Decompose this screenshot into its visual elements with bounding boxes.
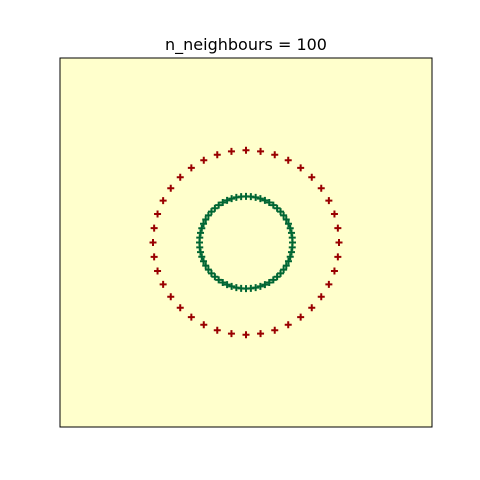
scatter-point-series-1 [207, 269, 215, 277]
scatter-point-series-0 [284, 321, 292, 329]
scatter-point-series-1 [284, 220, 292, 228]
scatter-point-series-1 [219, 278, 227, 286]
scatter-point-series-1 [280, 266, 288, 274]
scatter-point-series-1 [287, 229, 295, 237]
scatter-point-series-1 [219, 199, 227, 207]
scatter-point-series-1 [232, 193, 240, 201]
scatter-point-series-1 [211, 273, 219, 281]
scatter-point-series-1 [265, 199, 273, 207]
scatter-point-series-0 [200, 156, 208, 164]
scatter-point-series-1 [269, 276, 277, 284]
scatter-point-series-0 [176, 304, 184, 312]
scatter-point-series-1 [197, 248, 205, 256]
scatter-point-series-0 [150, 224, 158, 232]
scatter-point-series-0 [242, 146, 250, 154]
scatter-point-series-1 [265, 278, 273, 286]
scatter-point-series-1 [269, 201, 277, 209]
scatter-point-series-0 [154, 210, 162, 218]
scatter-point-series-0 [213, 151, 221, 159]
scatter-point-series-1 [256, 195, 264, 203]
scatter-point-series-0 [187, 313, 195, 321]
scatter-point-series-1 [207, 208, 215, 216]
scatter-point-series-0 [317, 293, 325, 301]
scatter-point-series-1 [198, 253, 206, 261]
scatter-point-series-0 [227, 330, 235, 338]
chart-title: n_neighbours = 100 [165, 35, 327, 55]
scatter-point-series-1 [286, 224, 294, 232]
scatter-point-series-1 [215, 276, 223, 284]
scatter-point-series-1 [215, 201, 223, 209]
scatter-point-series-0 [297, 313, 305, 321]
scatter-point-series-1 [284, 257, 292, 265]
axes-frame [59, 57, 433, 428]
scatter-point-series-1 [277, 208, 285, 216]
scatter-point-series-1 [202, 215, 210, 223]
scatter-point-series-1 [261, 196, 269, 204]
plot-area-background [60, 58, 432, 427]
scatter-point-series-0 [271, 151, 279, 159]
scatter-point-series-0 [297, 164, 305, 172]
scatter-point-series-1 [256, 282, 264, 290]
scatter-point-series-1 [280, 211, 288, 219]
scatter-point-series-0 [335, 239, 343, 246]
scatter-point-series-1 [288, 243, 296, 251]
scatter-point-series-1 [228, 282, 236, 290]
scatter-point-series-1 [204, 266, 212, 274]
scatter-point-series-0 [257, 330, 265, 338]
scatter-point-series-0 [271, 326, 279, 334]
scatter-point-series-1 [204, 211, 212, 219]
scatter-point-series-0 [200, 321, 208, 329]
scatter-point-series-0 [213, 326, 221, 334]
scatter-point-series-1 [252, 284, 260, 292]
scatter-point-series-1 [228, 195, 236, 203]
scatter-point-series-0 [325, 197, 333, 205]
scatter-point-series-1 [273, 204, 281, 212]
scatter-point-series-1 [223, 196, 231, 204]
scatter-point-series-0 [330, 267, 338, 275]
scatter-point-series-0 [284, 156, 292, 164]
scatter-point-series-0 [334, 253, 342, 261]
scatter-point-series-1 [261, 281, 269, 289]
scatter-point-series-0 [325, 280, 333, 288]
scatter-point-series-1 [200, 220, 208, 228]
scatter-point-series-1 [273, 273, 281, 281]
scatter-point-series-0 [154, 267, 162, 275]
scatter-point-series-0 [176, 173, 184, 181]
scatter-point-series-1 [282, 215, 290, 223]
scatter-point-series-1 [198, 224, 206, 232]
scatter-point-series-0 [317, 184, 325, 192]
scatter-point-series-0 [308, 173, 316, 181]
scatter-point-series-0 [242, 331, 250, 339]
scatter-point-series-1 [282, 262, 290, 270]
scatter-point-series-0 [334, 224, 342, 232]
scatter-point-series-1 [202, 262, 210, 270]
scatter-point-series-0 [159, 197, 167, 205]
scatter-point-series-1 [277, 269, 285, 277]
scatter-point-series-0 [330, 210, 338, 218]
scatter-point-series-1 [200, 257, 208, 265]
scatter-point-series-0 [187, 164, 195, 172]
scatter-point-series-0 [149, 239, 157, 246]
scatter-point-series-0 [167, 293, 175, 301]
scatter-point-series-0 [150, 253, 158, 261]
scatter-point-series-1 [211, 204, 219, 212]
scatter-point-series-1 [223, 281, 231, 289]
scatter-marks [149, 146, 343, 339]
scatter-point-series-0 [159, 280, 167, 288]
scatter-point-series-1 [286, 253, 294, 261]
scatter-point-series-0 [227, 147, 235, 155]
scatter-point-series-0 [257, 147, 265, 155]
scatter-point-series-0 [308, 304, 316, 312]
scatter-point-series-0 [167, 184, 175, 192]
